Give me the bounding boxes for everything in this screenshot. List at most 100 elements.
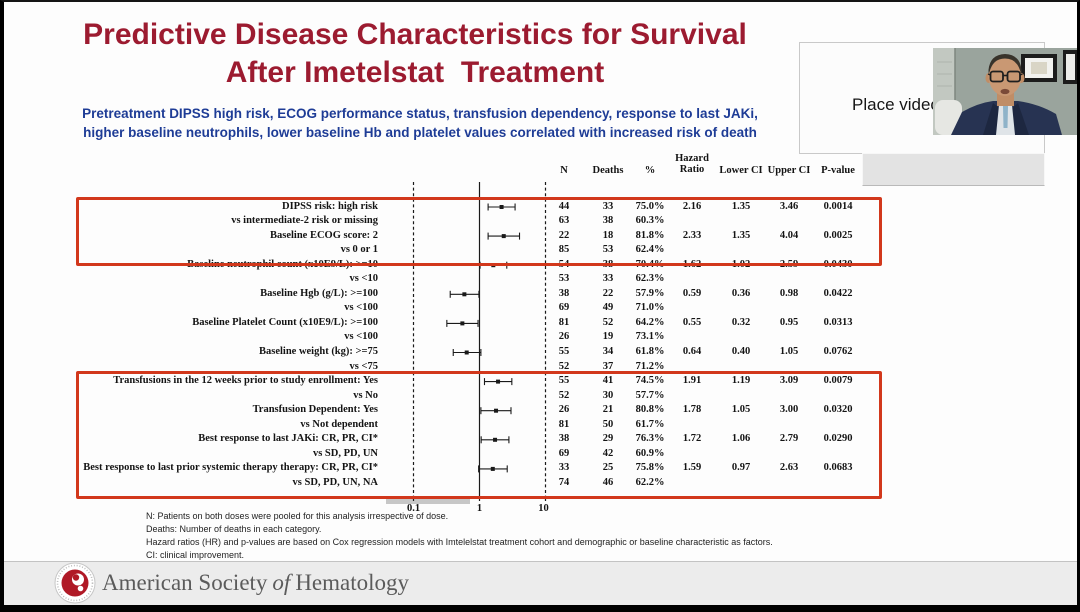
table-row-label: Best response to last prior systemic the… [83, 462, 378, 474]
table-cell-deaths: 25 [602, 462, 614, 474]
webcam-video [933, 48, 1078, 135]
table-row-label: vs intermediate-2 risk or missing [231, 215, 378, 227]
table-cell-pct: 60.3% [635, 215, 665, 227]
table-cell-pct: 57.9% [635, 287, 665, 299]
highlight-box [76, 196, 882, 267]
table-cell-deaths: 18 [602, 229, 614, 241]
column-header: Lower CI [719, 165, 763, 176]
table-cell-lower_ci: 1.05 [731, 404, 751, 416]
table-cell-deaths: 52 [602, 316, 614, 328]
column-header: Deaths [592, 165, 624, 176]
table-row-label: vs No [353, 389, 378, 401]
table-row-label: vs SD, PD, UN, NA [292, 476, 378, 488]
column-header: Hazard Ratio [675, 153, 709, 175]
table-cell-lower_ci: 0.40 [731, 346, 751, 357]
table-cell-deaths: 34 [602, 346, 614, 357]
table-cell-lower_ci: 1.06 [731, 433, 751, 445]
table-row-label: vs <75 [349, 360, 378, 372]
table-cell-p: 0.0290 [823, 433, 853, 445]
table-cell-n: 74 [558, 476, 570, 488]
table-row-label: vs <100 [344, 302, 378, 314]
org-name-post: Hematology [295, 570, 410, 595]
highlight-box [76, 371, 882, 499]
table-cell-p: 0.0422 [823, 287, 853, 299]
table-cell-upper_ci: 1.05 [779, 346, 799, 357]
table-cell-deaths: 41 [602, 375, 614, 387]
table-cell-pct: 74.5% [635, 375, 665, 387]
table-row-label: Baseline ECOG score: 2 [269, 229, 378, 241]
table-cell-pct: 62.2% [635, 476, 665, 488]
table-cell-hr: 0.55 [682, 316, 702, 328]
footer-bar [4, 561, 1077, 606]
video-placeholder-strip [862, 153, 1045, 186]
table-cell-pct: 73.1% [635, 331, 665, 343]
table-cell-n: 81 [558, 418, 570, 430]
table-cell-hr: 1.72 [682, 433, 702, 445]
table-cell-pct: 71.0% [635, 302, 665, 314]
table-cell-hr: 1.91 [682, 375, 702, 387]
table-cell-lower_ci: 1.35 [731, 200, 751, 212]
table-cell-pct: 75.0% [635, 200, 665, 212]
table-cell-n: 22 [558, 229, 570, 241]
table-row-label: Baseline weight (kg): >=75 [258, 346, 378, 357]
table-cell-hr: 1.59 [682, 462, 702, 474]
table-cell-deaths: 50 [602, 418, 614, 430]
table-cell-pct: 64.2% [635, 316, 665, 328]
table-cell-deaths: 46 [602, 476, 614, 488]
table-cell-p: 0.0683 [823, 462, 853, 474]
slide-subtitle: Pretreatment DIPSS high risk, ECOG perfo… [20, 104, 820, 142]
table-row-label: Transfusion Dependent: Yes [252, 404, 378, 416]
table-cell-deaths: 49 [602, 302, 614, 314]
table-row-label: Baseline Hgb (g/L): >=100 [260, 287, 378, 299]
table-cell-hr: 1.78 [682, 404, 702, 416]
footnote-line: N: Patients on both doses were pooled fo… [146, 511, 449, 521]
table-cell-n: 52 [558, 389, 570, 401]
table-cell-n: 26 [558, 331, 570, 343]
table-cell-deaths: 38 [602, 215, 614, 227]
table-cell-deaths: 30 [602, 389, 614, 401]
org-name-of: of [272, 570, 291, 595]
column-header: Upper CI [767, 165, 811, 176]
subtitle-line-2: higher baseline neutrophils, lower basel… [83, 125, 757, 140]
table-cell-pct: 80.8% [635, 404, 665, 416]
title-line-2: After Imetelstat Treatment [225, 56, 605, 89]
table-cell-upper_ci: 0.98 [779, 287, 799, 299]
table-cell-upper_ci: 2.79 [779, 433, 799, 445]
table-row-label: vs SD, PD, UN [312, 447, 378, 459]
table-cell-deaths: 42 [602, 447, 614, 459]
table-cell-pct: 61.7% [635, 418, 665, 430]
presenter-illustration [933, 48, 1078, 135]
table-cell-deaths: 53 [602, 244, 614, 256]
footnote-line: Deaths: Number of deaths in each categor… [146, 524, 322, 534]
table-cell-p: 0.0313 [823, 316, 853, 328]
table-cell-hr: 2.33 [682, 229, 702, 241]
table-cell-upper_ci: 4.04 [779, 229, 799, 241]
ash-logo-icon [52, 561, 98, 612]
table-cell-pct: 76.3% [635, 433, 665, 445]
table-cell-n: 69 [558, 447, 570, 459]
table-cell-pct: 81.8% [635, 229, 665, 241]
table-cell-p: 0.0762 [823, 346, 853, 357]
column-header: P-value [821, 165, 855, 176]
table-row-label: Transfusions in the 12 weeks prior to st… [113, 375, 378, 387]
footnote-line: CI: clinical improvement. [146, 550, 245, 560]
footnote-line: Hazard ratios (HR) and p-values are base… [146, 537, 773, 547]
table-cell-n: 33 [558, 462, 570, 474]
video-placeholder-label: Place video [852, 95, 940, 114]
table-cell-p: 0.0320 [823, 404, 853, 416]
table-cell-p: 0.0079 [823, 375, 853, 387]
table-cell-pct: 60.9% [635, 447, 665, 459]
table-cell-n: 55 [558, 375, 570, 387]
table-cell-p: 0.0025 [823, 229, 853, 241]
table-row-label: vs <10 [349, 273, 378, 285]
table-cell-n: 63 [558, 215, 570, 227]
table-cell-lower_ci: 1.35 [731, 229, 751, 241]
column-header: % [644, 165, 656, 176]
table-cell-p: 0.0014 [823, 200, 853, 212]
table-cell-n: 26 [558, 404, 570, 416]
table-cell-n: 55 [558, 346, 570, 357]
table-cell-deaths: 33 [602, 273, 614, 285]
column-header: N [560, 165, 568, 176]
table-cell-deaths: 37 [602, 360, 614, 372]
table-cell-hr: 2.16 [682, 200, 702, 212]
